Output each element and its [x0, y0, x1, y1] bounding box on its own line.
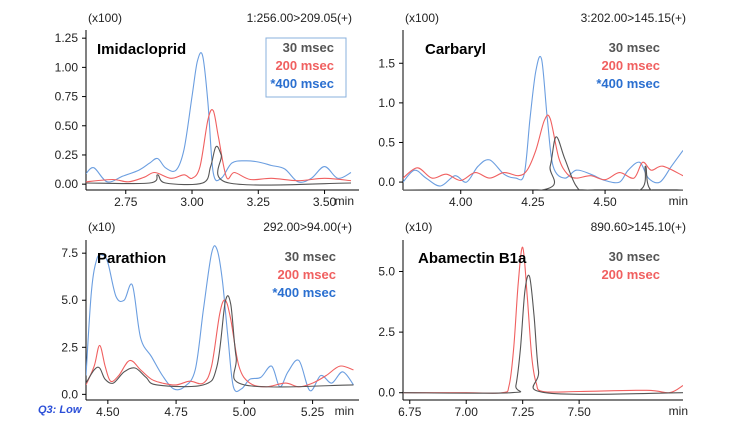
legend-30msec: 30 msec: [285, 249, 336, 264]
series-line-400msec: [403, 55, 683, 187]
x-axis-unit: min: [335, 404, 354, 418]
legend-400msec: *400 msec: [596, 76, 660, 91]
compound-name: Abamectin B1a: [418, 250, 527, 267]
legend-400msec: *400 msec: [270, 76, 334, 91]
series-line-30msec: [86, 145, 352, 186]
y-tick-label: 0.0: [61, 387, 78, 401]
plot-area: 0.0 0.5 1.0 1.5 4.00 4.25 4.50: [378, 30, 683, 209]
legend-200msec: 200 msec: [277, 267, 336, 282]
x-axis-unit: min: [669, 404, 688, 418]
series-line-200msec: [86, 299, 354, 388]
y-tick-label: 5.0: [61, 293, 78, 307]
transition-label: 1:256.00>209.05(+): [247, 11, 352, 25]
y-tick-label: 0.50: [55, 119, 79, 133]
x-axis-unit: min: [335, 194, 354, 208]
plot-area: 0.00 0.25 0.50 0.75 1.00 1.25 2.75 3.00 3.25 3.50: [55, 30, 359, 209]
y-tick-label: 2.5: [378, 325, 395, 339]
legend-400msec: *400 msec: [272, 285, 336, 300]
panel-parathion: (x10) 292.00>94.00(+) 0.0 2.5 5.0 7.5 4.50 4.…: [61, 220, 359, 419]
series-line-400msec: [86, 245, 354, 393]
y-tick-label: 0.0: [378, 175, 395, 189]
y-tick-label: 1.0: [378, 96, 395, 110]
series-line-30msec: [403, 274, 683, 395]
x-tick-label: 4.25: [521, 195, 545, 209]
y-tick-label: 0.5: [378, 135, 395, 149]
x-tick-label: 4.75: [164, 405, 188, 419]
legend-30msec: 30 msec: [609, 40, 660, 55]
compound-name: Parathion: [97, 250, 166, 267]
transition-label: 890.60>145.10(+): [591, 220, 686, 234]
x-tick-label: 4.50: [96, 405, 120, 419]
panel-carbaryl: (x100) 3:202.00>145.15(+) 0.0 0.5 1.0 1.5 4.…: [378, 11, 688, 209]
panel-abamectin-b1a: (x10) 890.60>145.10(+) 0.0 2.5 5.0 6.75 7.00…: [378, 220, 688, 419]
plot-area: 0.0 2.5 5.0 7.5 4.50 4.75 5.00 5.25: [61, 240, 359, 419]
y-tick-label: 0.25: [55, 148, 79, 162]
x-tick-label: 3.00: [180, 195, 204, 209]
scale-label: (x100): [88, 11, 122, 25]
y-tick-label: 5.0: [378, 265, 395, 279]
x-tick-label: 7.25: [511, 405, 535, 419]
x-tick-label: 3.50: [313, 195, 337, 209]
y-tick-label: 1.00: [55, 60, 79, 74]
y-tick-label: 1.25: [55, 31, 79, 45]
series-line-30msec: [86, 295, 354, 388]
x-tick-label: 6.75: [398, 405, 422, 419]
compound-name: Carbaryl: [425, 41, 486, 58]
y-tick-label: 1.5: [378, 56, 395, 70]
y-tick-label: 0.00: [55, 177, 79, 191]
series-line-200msec: [403, 246, 683, 394]
legend-box: [265, 37, 347, 98]
plot-area: 0.0 2.5 5.0 6.75 7.00 7.25 7.50: [378, 240, 683, 419]
legend-30msec: 30 msec: [283, 40, 334, 55]
transition-label: 3:202.00>145.15(+): [581, 11, 686, 25]
x-tick-label: 3.25: [247, 195, 271, 209]
legend-200msec: 200 msec: [601, 58, 660, 73]
compound-name: Imidacloprid: [97, 41, 186, 58]
scale-label: (x10): [88, 220, 115, 234]
legend-200msec: 200 msec: [601, 267, 660, 282]
scale-label: (x10): [405, 220, 432, 234]
y-tick-label: 0.0: [378, 386, 395, 400]
scale-label: (x100): [405, 11, 439, 25]
x-tick-label: 7.50: [567, 405, 591, 419]
y-tick-label: 7.5: [61, 246, 78, 260]
y-tick-label: 2.5: [61, 340, 78, 354]
x-tick-label: 2.75: [114, 195, 138, 209]
x-tick-label: 5.00: [233, 405, 257, 419]
x-tick-label: 5.25: [301, 405, 325, 419]
x-axis-unit: min: [669, 194, 688, 208]
legend-30msec: 30 msec: [609, 249, 660, 264]
legend-200msec: 200 msec: [275, 58, 334, 73]
x-tick-label: 7.00: [455, 405, 479, 419]
panel-imidacloprid: (x100) 1:256.00>209.05(+) 0.000.250.500.…: [55, 11, 359, 209]
series-line-200msec: [86, 108, 352, 183]
series-line-200msec: [403, 114, 683, 182]
transition-label: 292.00>94.00(+): [263, 220, 352, 234]
x-tick-label: 4.00: [449, 195, 473, 209]
y-tick-label: 0.75: [55, 90, 79, 104]
footer-note: Q3: Low: [38, 404, 82, 416]
x-tick-label: 4.50: [593, 195, 617, 209]
series-line-30msec: [403, 136, 683, 190]
